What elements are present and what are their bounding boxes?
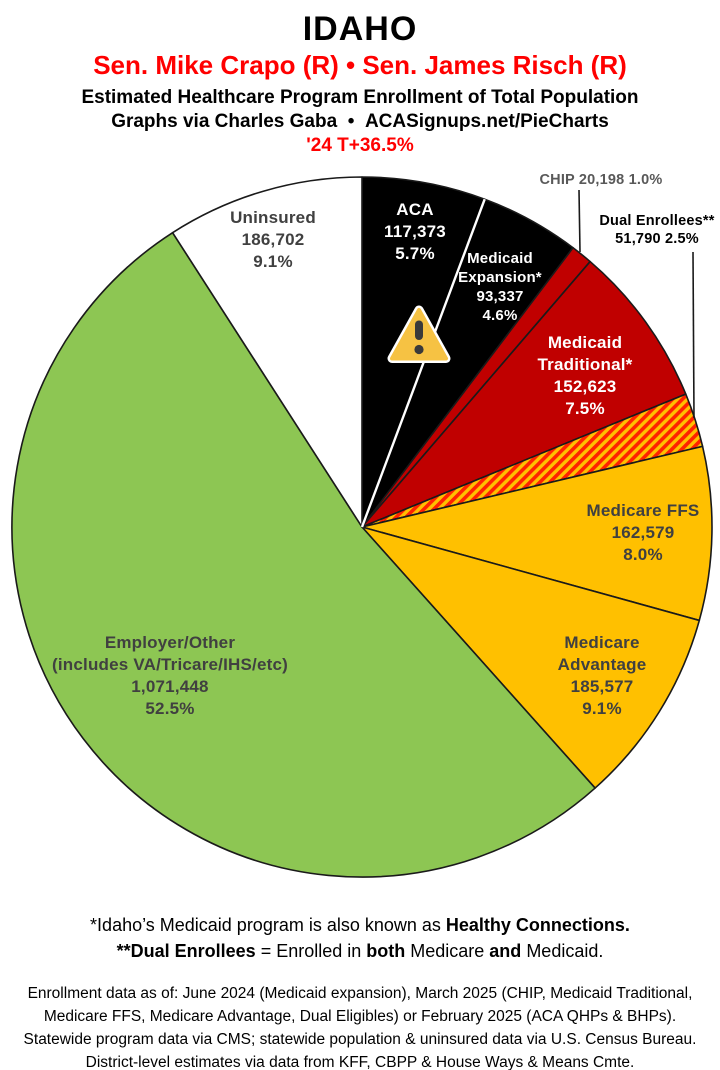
footnote-line: District-level estimates via data from K… <box>85 1054 635 1070</box>
label-chip-callout: CHIP 20,198 1.0% <box>539 171 662 189</box>
label-medicaid-traditional: Medicaid Traditional* 152,623 7.5% <box>538 332 633 420</box>
label-employer-other: Employer/Other (includes VA/Tricare/IHS/e… <box>52 632 288 720</box>
footnote-run: Healthy Connections. <box>445 915 630 935</box>
label-line: 152,623 <box>553 377 617 396</box>
label-aca: ACA 117,373 5.7% <box>384 199 446 265</box>
footnote-run: Medicare <box>405 941 490 961</box>
footnote-line: Statewide program data via CMS; statewid… <box>23 1031 697 1048</box>
pie-slice-employer-other <box>11 231 596 878</box>
label-line: 9.1% <box>253 252 293 271</box>
footnote-run: both <box>366 941 406 961</box>
label-medicare-advantage: Medicare Advantage 185,577 9.1% <box>558 632 647 720</box>
label-line: 117,373 <box>384 222 446 241</box>
pie-slice-medicaid-traditional <box>361 260 687 528</box>
label-line: 5.7% <box>395 244 435 263</box>
warning-triangle-icon <box>387 305 451 363</box>
label-line: 8.0% <box>623 545 663 564</box>
label-line: Medicaid <box>467 250 533 267</box>
footnote-run: = Enrolled in <box>255 941 367 961</box>
label-line: 162,579 <box>611 523 675 542</box>
footnote-run: Medicaid. <box>521 941 604 961</box>
label-line: Traditional* <box>537 355 633 374</box>
label-line: 1,071,448 <box>131 677 209 696</box>
label-medicare-ffs: Medicare FFS 162,579 8.0% <box>587 500 700 566</box>
footnote-run: and <box>489 941 522 961</box>
label-line: 9.1% <box>582 699 622 718</box>
pie-slice-medicare-advantage <box>361 526 701 789</box>
election-margin-note: '24 T+36.5% <box>306 135 414 156</box>
label-line: 185,577 <box>570 677 634 696</box>
label-line: (includes VA/Tricare/IHS/etc) <box>51 655 289 674</box>
label-line: CHIP 20,198 1.0% <box>539 172 663 188</box>
label-line: 52.5% <box>145 699 195 718</box>
footnote-definitions: *Idaho’s Medicaid program is also known … <box>0 912 720 964</box>
footnote-line: *Idaho’s Medicaid program is also known … <box>0 912 720 938</box>
label-line: 51,790 2.5% <box>615 231 699 247</box>
pie-slice-uninsured <box>171 176 363 528</box>
footnote-sources: Enrollment data as of: June 2024 (Medica… <box>0 982 720 1070</box>
label-line: Medicare <box>564 633 640 652</box>
footnote-run: **Dual Enrollees <box>116 941 256 961</box>
footnote-line: Enrollment data as of: June 2024 (Medica… <box>27 985 693 1002</box>
page-title: IDAHO <box>302 10 418 48</box>
pie-divider-and-leader-lines <box>360 189 695 528</box>
label-uninsured: Uninsured 186,702 9.1% <box>230 207 316 273</box>
slice-divider-line <box>360 198 486 528</box>
label-line: 7.5% <box>565 399 605 418</box>
footnote-run: *Idaho’s Medicaid program is also known … <box>90 915 446 935</box>
callout-leader-line-chip-callout <box>578 189 581 253</box>
senators-line: Sen. Mike Crapo (R) • Sen. James Risch (… <box>93 50 627 80</box>
label-line: Expansion* <box>458 269 542 286</box>
label-line: Employer/Other <box>104 633 236 652</box>
label-line: Dual Enrollees** <box>599 213 715 229</box>
pie-slice-medicare-ffs <box>361 445 713 622</box>
label-line: Advantage <box>557 655 647 674</box>
label-line: Medicaid <box>547 333 623 352</box>
attribution-line: Graphs via Charles Gaba • ACASignups.net… <box>111 111 609 132</box>
label-line: Medicare FFS <box>586 501 700 520</box>
label-line: Uninsured <box>230 208 316 227</box>
label-line: 186,702 <box>241 230 305 249</box>
footnote-line: Medicare FFS, Medicare Advantage, Dual E… <box>43 1008 677 1025</box>
label-medicaid-expansion: Medicaid Expansion* 93,337 4.6% <box>458 249 542 325</box>
chart-subtitle: Estimated Healthcare Program Enrollment … <box>81 87 639 108</box>
footnote-line: **Dual Enrollees = Enrolled in both Medi… <box>0 938 720 964</box>
label-line: 93,337 <box>476 288 524 305</box>
label-line: ACA <box>396 200 434 219</box>
label-dual-callout: Dual Enrollees** 51,790 2.5% <box>599 212 714 248</box>
callout-leader-line-dual-callout <box>692 251 695 419</box>
label-line: 4.6% <box>482 307 518 324</box>
